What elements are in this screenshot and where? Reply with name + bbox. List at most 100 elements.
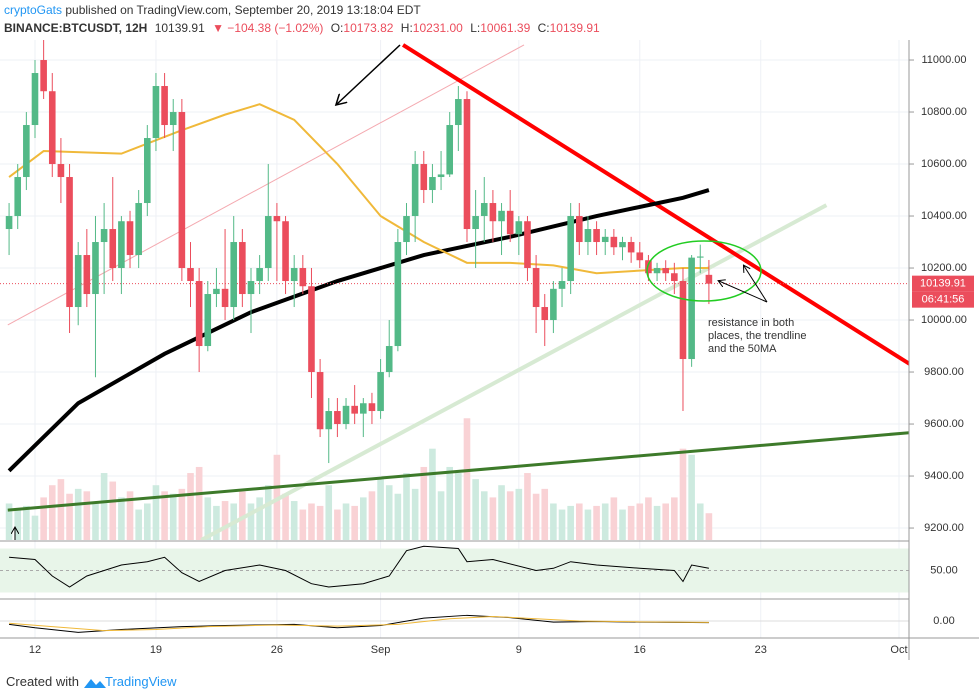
volume-bar — [325, 485, 333, 540]
volume-bar — [213, 505, 220, 540]
volume-bar — [472, 479, 479, 540]
volume-bar — [152, 485, 160, 540]
candle-body — [653, 268, 661, 274]
candle-body — [290, 268, 298, 282]
candle-body — [273, 216, 281, 222]
arrow — [719, 281, 768, 303]
volume-bar — [601, 503, 609, 540]
candle-body — [645, 260, 652, 274]
price-label-bg — [912, 275, 974, 292]
volume-bar — [256, 497, 263, 540]
header: cryptoGats published on TradingView.com,… — [4, 3, 421, 17]
volume-bar — [480, 491, 488, 540]
published: published on TradingView.com, September … — [62, 3, 421, 17]
price-pane — [0, 40, 909, 540]
volume-bar — [247, 503, 255, 540]
candle-body — [152, 86, 160, 139]
candle-body — [385, 346, 393, 373]
volume-bar — [498, 485, 505, 540]
volume-bar — [550, 503, 557, 540]
volume-bar — [610, 497, 618, 540]
signal-line — [9, 615, 709, 632]
candle-body — [671, 273, 678, 282]
candle-body — [230, 242, 238, 308]
candle-body — [178, 112, 186, 269]
moving-average — [8, 103, 709, 275]
candle-body — [576, 216, 583, 243]
candle-body — [446, 125, 454, 175]
candle-body — [213, 288, 220, 295]
candle-body — [705, 274, 713, 284]
volume-bar — [377, 479, 384, 540]
x-tick-label: 19 — [150, 644, 162, 656]
volume-bar — [40, 497, 47, 540]
arrow — [337, 44, 401, 104]
y-tick-label: 10800.00 — [921, 106, 967, 118]
price-label: 10139.91 — [920, 278, 966, 290]
x-tick-label: Oct — [890, 644, 907, 656]
volume-bar — [636, 503, 644, 540]
candle-body — [619, 242, 626, 248]
candle-body — [679, 281, 687, 360]
macd-line — [9, 614, 709, 633]
volume — [5, 418, 713, 540]
candle-body — [239, 242, 246, 295]
candle-body — [541, 307, 549, 321]
rsi-line — [9, 545, 709, 588]
footer-brand[interactable]: TradingView — [105, 674, 177, 689]
volume-bar — [645, 497, 652, 540]
volume-bar — [506, 491, 514, 540]
volume-bar — [403, 473, 410, 540]
l-label: L: — [470, 21, 480, 35]
volume-bar — [264, 485, 272, 540]
o-label: O: — [331, 21, 344, 35]
x-tick-label: 23 — [755, 644, 767, 656]
candle-body — [636, 252, 644, 261]
trendline — [401, 43, 909, 366]
candle-body — [187, 268, 194, 282]
arrow — [744, 266, 768, 303]
volume-bar — [195, 466, 203, 540]
candle-body — [57, 164, 65, 178]
volume-bar — [100, 473, 108, 540]
open: 10173.82 — [343, 21, 393, 35]
candle-body — [506, 210, 514, 235]
c-label: C: — [538, 21, 550, 35]
volume-bar — [368, 491, 376, 540]
volume-bar — [351, 505, 358, 540]
volume-bar — [31, 515, 39, 540]
candle-body — [688, 257, 695, 360]
volume-bar — [705, 513, 713, 540]
candle-body — [221, 288, 229, 308]
moving-average — [7, 188, 710, 473]
candle-body — [455, 99, 462, 126]
candle-body — [100, 229, 108, 243]
volume-bar — [316, 505, 324, 540]
annotation: resistance in both — [708, 317, 794, 329]
candle-body — [83, 255, 91, 295]
candle-body — [360, 403, 367, 414]
volume-bar — [679, 448, 687, 540]
h-label: H: — [401, 21, 413, 35]
candle-body — [14, 177, 22, 217]
x-tick-label: 16 — [634, 644, 646, 656]
volume-bar — [524, 473, 531, 540]
author[interactable]: cryptoGats — [4, 3, 62, 17]
volume-bar — [576, 503, 583, 540]
candle-body — [472, 216, 479, 230]
y-tick-label: 9200.00 — [924, 522, 964, 534]
volume-bar — [653, 505, 661, 540]
volume-bar — [83, 491, 91, 540]
last: 10139.91 — [155, 21, 205, 35]
volume-bar — [429, 448, 436, 540]
candle-body — [584, 229, 592, 243]
volume-bar — [584, 509, 592, 540]
candle-body — [411, 164, 419, 217]
volume-bar — [385, 485, 393, 540]
candle-body — [135, 203, 142, 256]
volume-bar — [187, 473, 194, 540]
candle-body — [550, 288, 557, 321]
candle-body — [463, 99, 471, 230]
volume-bar — [532, 493, 540, 540]
y-tick-label: 11000.00 — [921, 54, 966, 66]
